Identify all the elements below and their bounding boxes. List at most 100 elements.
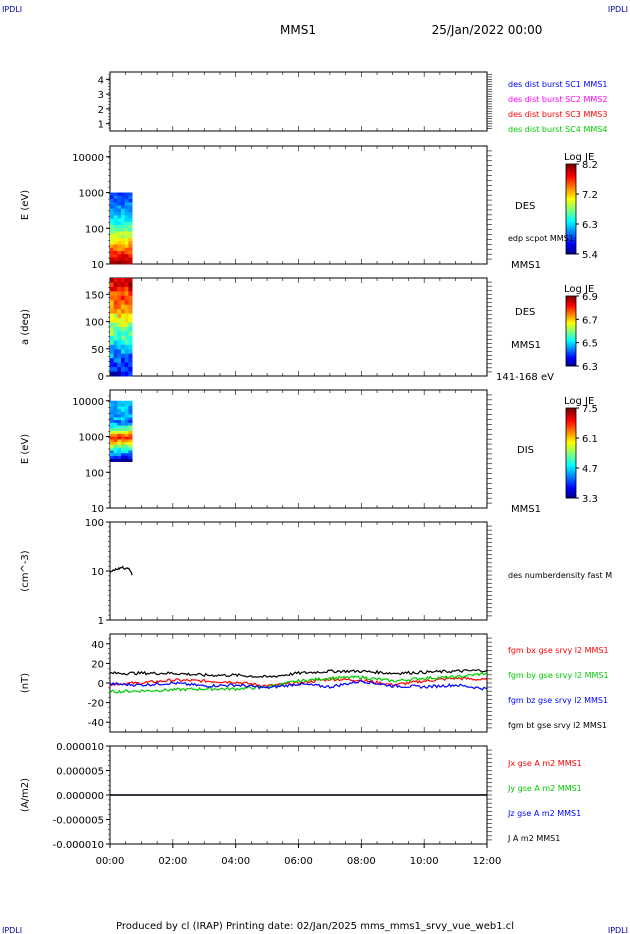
spectrogram-cell — [128, 340, 133, 346]
spectrogram-cell — [117, 431, 122, 435]
spectrogram-cell — [113, 241, 118, 246]
spectrogram-cell — [113, 344, 118, 350]
spectrogram-cell — [110, 340, 115, 346]
spectrogram-cell — [117, 251, 122, 255]
spectrogram-cell — [124, 251, 129, 255]
spectrogram-cell — [113, 231, 118, 236]
spectrogram-cell — [110, 221, 115, 226]
spectrogram-cell — [110, 322, 115, 328]
spectrogram-cell — [124, 414, 129, 418]
spectrogram-cell — [113, 349, 118, 355]
spectrogram-cell — [124, 447, 129, 451]
y-tick-label: 1000 — [79, 189, 104, 200]
spectrogram-cell — [110, 400, 115, 405]
y-tick-label: 50 — [91, 345, 104, 356]
spectrogram-cell — [113, 221, 118, 226]
spectrogram-cell — [124, 444, 129, 449]
spectrogram-cell — [117, 400, 122, 405]
spectrogram-cell — [113, 417, 118, 421]
colorbar-cell — [566, 493, 576, 497]
colorbar-cell — [566, 191, 576, 194]
spectrogram-cell — [120, 414, 126, 418]
colorbar-cell — [566, 170, 576, 174]
spectrogram-cell — [110, 406, 115, 410]
spectrogram-cell — [128, 403, 133, 407]
spectrogram-cell — [117, 353, 122, 359]
y-axis-label: a (deg) — [20, 309, 31, 345]
colorbar-cell — [566, 297, 576, 300]
spectrogram-cell — [120, 322, 126, 328]
spectrogram-cell — [120, 367, 126, 373]
spectrogram-cell — [113, 340, 118, 346]
spectrogram-cell — [120, 409, 126, 413]
spectrogram-cell — [120, 208, 126, 213]
spectrogram-cell — [117, 215, 122, 220]
spectrogram-cell — [120, 295, 126, 301]
spectrogram-cell — [124, 260, 129, 265]
colorbar-cell — [566, 428, 576, 431]
y-tick-label: 0.000010 — [56, 742, 104, 753]
colorbar-cell — [566, 168, 576, 172]
colorbar-cell — [566, 489, 576, 492]
colorbar-cell — [566, 346, 576, 349]
spectrogram-cell — [120, 344, 126, 350]
spectrogram-cell — [128, 234, 133, 239]
spectrogram-cell — [128, 202, 133, 207]
spectrogram-cell — [124, 458, 129, 462]
spectrogram-cell — [124, 428, 129, 432]
colorbar-cell — [566, 193, 576, 196]
colorbar-tick-label: 6.1 — [582, 434, 598, 445]
spectrogram-cell — [113, 411, 118, 416]
spectrogram-cell — [120, 313, 126, 319]
colorbar-cell — [566, 332, 576, 335]
y-tick-label: -0.000005 — [53, 816, 104, 827]
y-tick-label: -40 — [88, 718, 104, 729]
spectrogram-cell — [120, 218, 126, 223]
spectrogram-cell — [113, 428, 118, 432]
spectrogram-cell — [120, 304, 126, 310]
colorbar-cell — [566, 417, 576, 420]
spectrogram-cell — [128, 431, 133, 435]
spectrogram-cell — [128, 406, 133, 410]
spectrogram-cell — [120, 195, 126, 200]
colorbar-cell — [566, 249, 576, 253]
spectrogram-cell — [113, 300, 118, 306]
spectrogram-cell — [110, 367, 115, 373]
spectrogram-cell — [110, 358, 115, 364]
colorbar-cell — [566, 317, 576, 320]
colorbar-cell — [566, 357, 576, 360]
spectrogram-cell — [113, 371, 118, 377]
legend-burst-sc4: des dist burst SC4 MMS4 — [508, 125, 607, 134]
spectrogram-cell — [110, 241, 115, 246]
colorbar-cell — [566, 318, 576, 321]
spectrogram-cell — [124, 439, 129, 443]
spectrogram-cell — [120, 300, 126, 306]
spectrogram-cell — [128, 300, 133, 306]
spectrogram-cell — [128, 238, 133, 242]
legend-burst-sc3: des dist burst SC3 MMS3 — [508, 110, 607, 119]
colorbar-cell — [566, 209, 576, 212]
spectrogram-cell — [128, 422, 133, 427]
colorbar-tick-label: 7.2 — [582, 190, 598, 201]
spectrogram-cell — [124, 406, 129, 410]
spectrogram-cell — [128, 192, 133, 197]
colorbar-cell — [566, 446, 576, 449]
right-label-1: edp scpot MMS1 — [508, 234, 574, 243]
spectrogram-cell — [117, 228, 122, 233]
spectrogram-cell — [113, 444, 118, 449]
spectrogram-cell — [128, 400, 133, 405]
spectrogram-cell — [113, 218, 118, 223]
spectrogram-cell — [124, 231, 129, 236]
colorbar-cell — [566, 320, 576, 323]
spectrogram-cell — [110, 331, 115, 337]
right-label-0: DIS — [517, 445, 534, 456]
spectrogram-cell — [128, 244, 133, 249]
series-line-4-0 — [109, 565, 133, 576]
spectrogram-cell — [128, 362, 133, 368]
spectrogram-cell — [128, 318, 133, 324]
colorbar-cell — [566, 206, 576, 210]
spectrogram-cell — [128, 453, 133, 457]
spectrogram-cell — [120, 282, 126, 288]
spectrogram-cell — [124, 278, 129, 283]
x-tick-label: 04:00 — [221, 856, 250, 867]
